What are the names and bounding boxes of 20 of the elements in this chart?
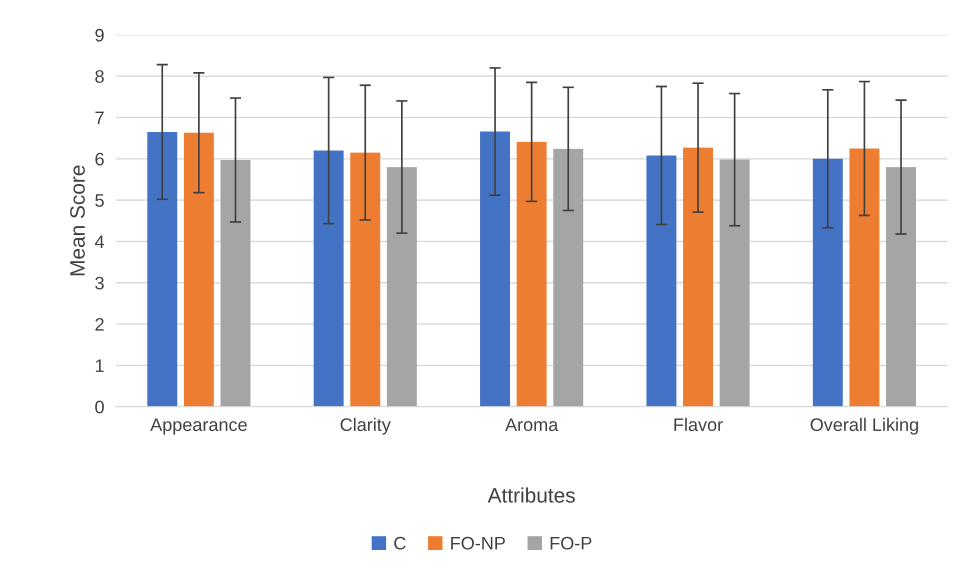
y-tick-label: 0: [95, 400, 104, 414]
y-tick-label: 1: [96, 360, 104, 372]
y-tick-label: 8: [95, 70, 104, 83]
y-tick-label: 3: [95, 276, 104, 290]
x-tick-label: Flavor: [674, 418, 723, 432]
x-tick-label: Overall Liking: [810, 418, 918, 435]
x-tick-label: Clarity: [340, 418, 391, 435]
y-axis-title: Mean Score: [70, 166, 85, 276]
legend-label: FO-NP: [451, 536, 505, 550]
legend-label: FO-P: [550, 536, 592, 550]
x-tick-label: Appearance: [150, 418, 247, 435]
x-tick-label: Aroma: [505, 418, 558, 432]
legend-label: C: [394, 536, 406, 550]
y-tick-label: 6: [95, 152, 104, 166]
y-tick-label: 9: [95, 28, 104, 42]
y-tick-label: 4: [94, 236, 104, 248]
y-tick-label: 5: [95, 194, 104, 207]
x-axis-title: Attributes: [488, 487, 575, 503]
y-tick-label: 7: [95, 112, 104, 124]
y-tick-label: 2: [95, 318, 104, 331]
